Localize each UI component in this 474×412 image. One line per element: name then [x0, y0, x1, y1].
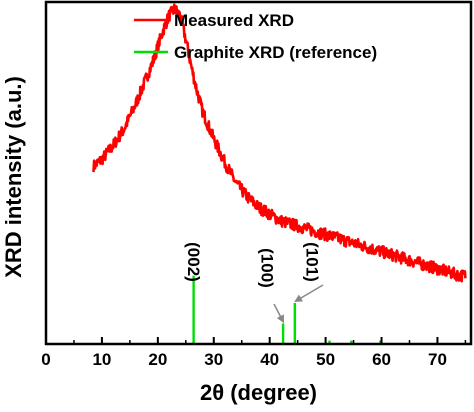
- legend-label-0: Measured XRD: [174, 11, 294, 30]
- peak-arrow-2: [294, 284, 324, 302]
- peak-labels: (002) (100) (101): [184, 242, 324, 324]
- series-line-measured-xrd: [92, 3, 467, 283]
- y-axis-title: XRD intensity (a.u.): [1, 76, 26, 278]
- peak-label-2: (101): [302, 242, 321, 282]
- x-tick-label-2: 20: [148, 350, 167, 369]
- peak-label-0: (002): [184, 242, 203, 282]
- x-tick-label-5: 50: [316, 350, 335, 369]
- legend: Measured XRD Graphite XRD (reference): [134, 11, 377, 62]
- x-tick-label-0: 0: [41, 350, 50, 369]
- x-tick-label-7: 70: [428, 350, 447, 369]
- x-tick-label-1: 10: [92, 350, 111, 369]
- x-tick-label-3: 30: [204, 350, 223, 369]
- x-axis-title: 2θ (degree): [200, 380, 317, 405]
- peak-label-1: (100): [258, 248, 277, 288]
- peak-arrow-1: [273, 303, 285, 324]
- x-tick-label-4: 40: [260, 350, 279, 369]
- x-tick-label-6: 60: [372, 350, 391, 369]
- x-axis: 0 10 20 30 40 50 60 70: [41, 337, 467, 369]
- legend-label-1: Graphite XRD (reference): [174, 43, 377, 62]
- plot-frame: [44, 0, 473, 346]
